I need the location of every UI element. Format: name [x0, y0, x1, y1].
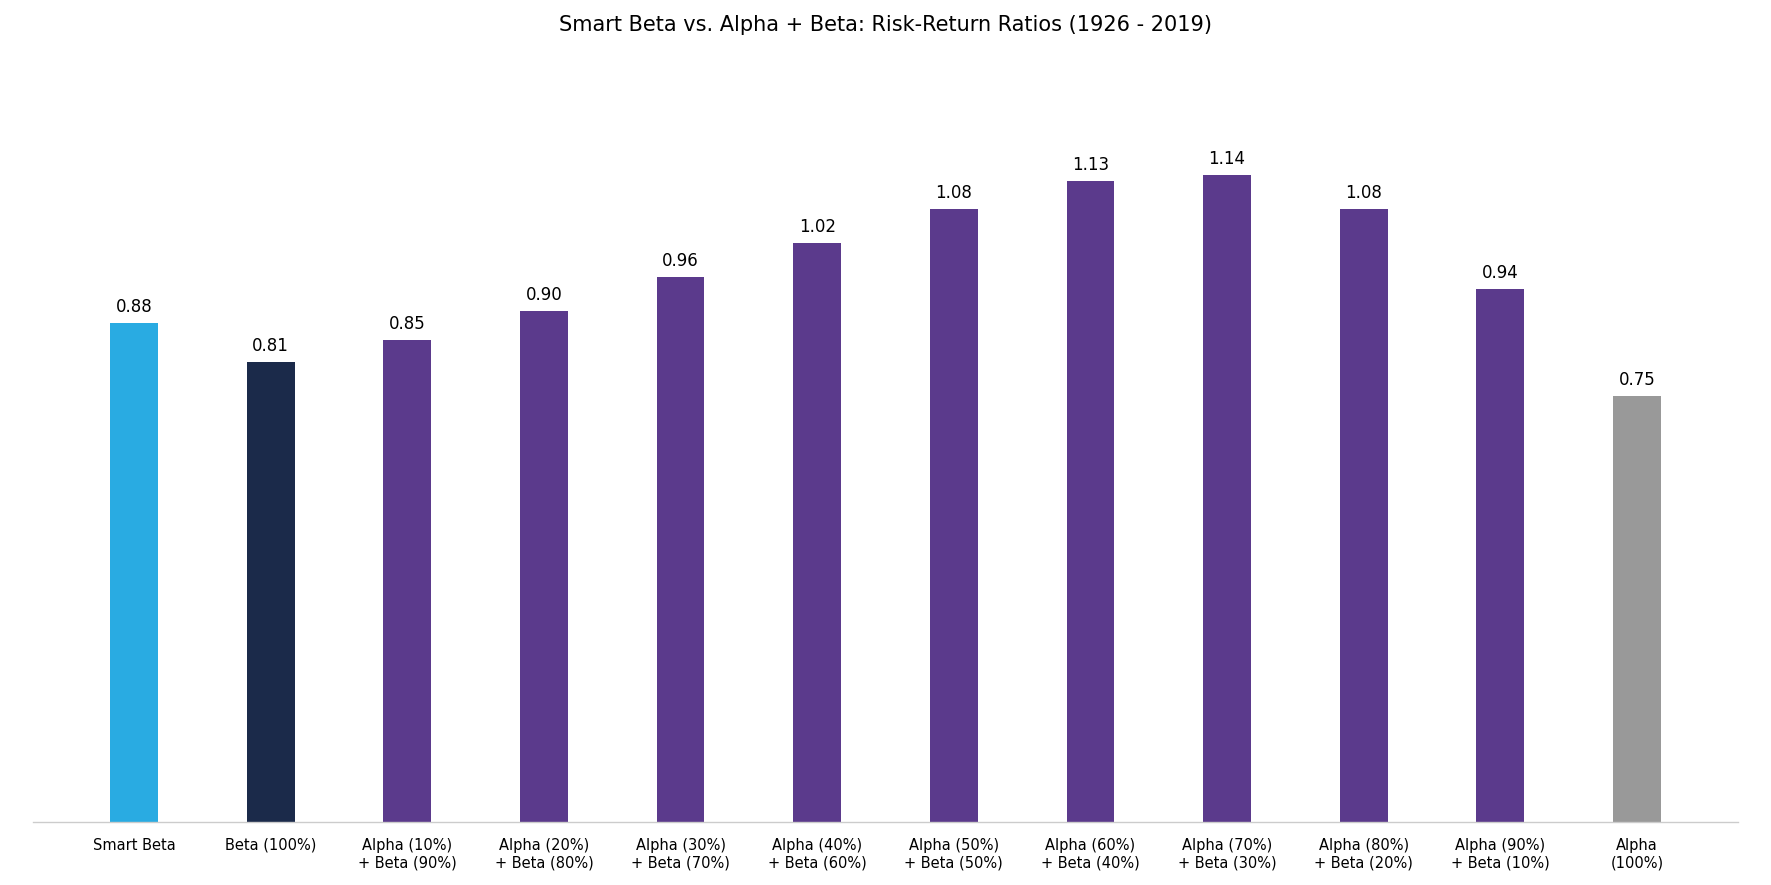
Bar: [1477, 289, 1525, 821]
Text: 0.96: 0.96: [662, 252, 700, 271]
Text: 0.75: 0.75: [1619, 372, 1656, 389]
Text: 1.08: 1.08: [1346, 184, 1381, 203]
Bar: [521, 312, 568, 821]
Text: 0.94: 0.94: [1482, 264, 1518, 281]
Bar: [384, 340, 432, 821]
Bar: [246, 362, 294, 821]
Text: 1.13: 1.13: [1071, 156, 1109, 174]
Bar: [1203, 175, 1250, 821]
Text: 0.81: 0.81: [251, 337, 289, 356]
Bar: [930, 209, 978, 821]
Text: 1.08: 1.08: [935, 184, 972, 203]
Bar: [1066, 181, 1114, 821]
Bar: [110, 322, 158, 821]
Bar: [657, 277, 705, 821]
Text: 0.88: 0.88: [115, 297, 152, 316]
Text: 0.90: 0.90: [526, 287, 563, 304]
Bar: [1339, 209, 1387, 821]
Text: 1.02: 1.02: [799, 219, 836, 236]
Bar: [1613, 396, 1661, 821]
Text: 1.14: 1.14: [1208, 150, 1245, 168]
Text: 0.85: 0.85: [390, 315, 425, 333]
Bar: [793, 243, 841, 821]
Title: Smart Beta vs. Alpha + Beta: Risk-Return Ratios (1926 - 2019): Smart Beta vs. Alpha + Beta: Risk-Return…: [560, 15, 1211, 35]
